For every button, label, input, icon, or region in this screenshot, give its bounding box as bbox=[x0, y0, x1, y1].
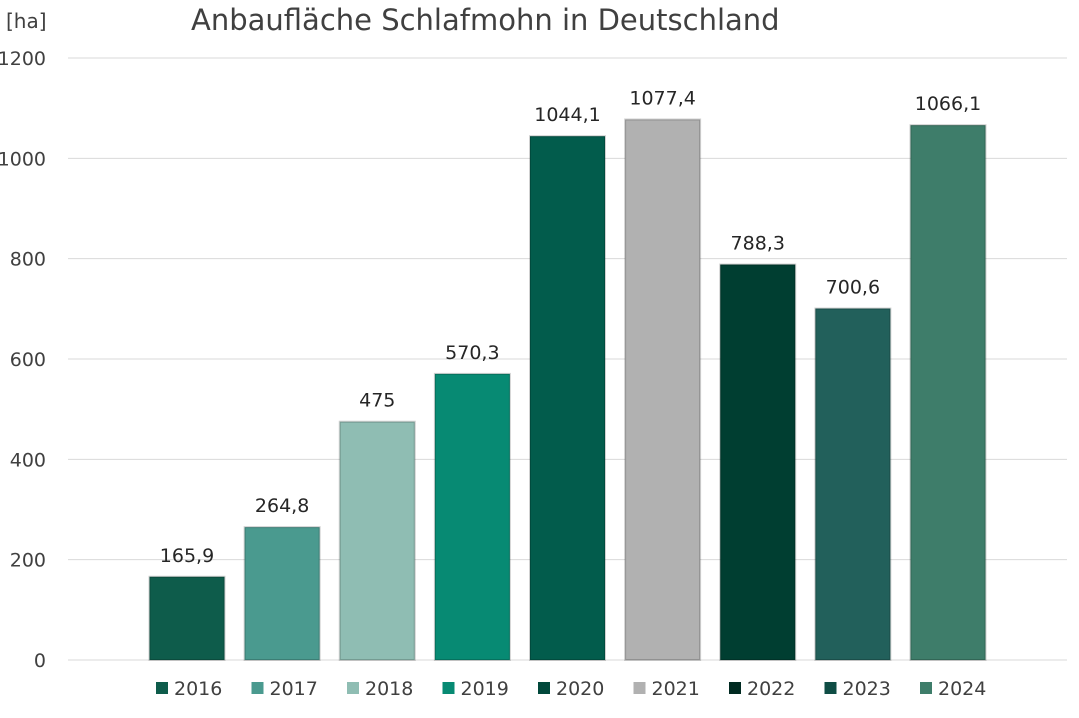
legend-swatch-2017 bbox=[251, 682, 264, 694]
chart-title: Anbaufläche Schlafmohn in Deutschland bbox=[191, 3, 780, 37]
y-tick-label: 600 bbox=[10, 349, 46, 371]
data-label-2019: 570,3 bbox=[445, 342, 499, 364]
legend-label-2021: 2021 bbox=[652, 678, 700, 700]
y-tick-label: 400 bbox=[10, 449, 46, 471]
legend-swatch-2018 bbox=[347, 682, 359, 694]
bar-2023 bbox=[815, 308, 891, 660]
bar-2021 bbox=[625, 119, 701, 660]
legend-label-2018: 2018 bbox=[365, 678, 413, 700]
y-tick-label: 1200 bbox=[0, 48, 46, 70]
bar-2016 bbox=[149, 576, 225, 660]
legend-label-2020: 2020 bbox=[556, 678, 604, 700]
y-tick-label: 800 bbox=[10, 249, 46, 271]
bar-edge-shade bbox=[529, 135, 606, 661]
bar-2017 bbox=[244, 527, 320, 660]
legend-swatch-2019 bbox=[442, 682, 455, 694]
legend-label-2017: 2017 bbox=[270, 678, 318, 700]
legend-swatch-2024 bbox=[920, 682, 932, 694]
data-label-2023: 700,6 bbox=[826, 277, 880, 299]
data-label-2020: 1044,1 bbox=[534, 104, 600, 126]
data-label-2021: 1077,4 bbox=[629, 88, 695, 110]
bar-2022 bbox=[720, 264, 796, 660]
bar-edge-shade bbox=[338, 420, 416, 662]
bar-edge-shade bbox=[624, 118, 702, 661]
bar-edge-shade bbox=[814, 307, 892, 661]
bar-edge-shade bbox=[243, 526, 321, 662]
legend-label-2024: 2024 bbox=[938, 678, 986, 700]
legend-swatch-2021 bbox=[633, 682, 646, 694]
y-axis-ticks: 0 200 400 600 800 1000 1200 bbox=[0, 48, 46, 672]
data-label-2024: 1066,1 bbox=[915, 93, 981, 115]
bar-2024 bbox=[910, 125, 986, 661]
data-label-2016: 165,9 bbox=[160, 545, 214, 567]
bar-2020 bbox=[530, 136, 605, 660]
bar-2019 bbox=[434, 373, 510, 660]
legend-label-2022: 2022 bbox=[747, 678, 795, 700]
legend-swatch-2016 bbox=[156, 682, 168, 694]
bar-edge-shade bbox=[148, 575, 226, 661]
legend-label-2019: 2019 bbox=[461, 678, 509, 700]
data-labels: 165,9 264,8 475 570,3 1044,1 1077,4 788,3 700,6… bbox=[160, 88, 981, 567]
bar-edge-shade bbox=[909, 124, 987, 662]
y-tick-label: 0 bbox=[34, 650, 46, 672]
legend-swatch-2022 bbox=[729, 682, 741, 694]
data-label-2017: 264,8 bbox=[255, 495, 309, 517]
legend-label-2016: 2016 bbox=[174, 678, 222, 700]
legend-swatch-2023 bbox=[824, 682, 837, 694]
legend-label-2023: 2023 bbox=[843, 678, 891, 700]
legend-swatch-2020 bbox=[538, 682, 550, 694]
data-label-2018: 475 bbox=[359, 390, 395, 412]
y-tick-label: 1000 bbox=[0, 148, 46, 170]
data-label-2022: 788,3 bbox=[731, 233, 785, 255]
bar-2018 bbox=[339, 421, 415, 660]
bar-edge-shade bbox=[719, 263, 797, 661]
bar-edge-shade bbox=[433, 372, 511, 661]
legend: 2016 2017 2018 2019 2020 2021 2022 2023 2024 bbox=[156, 678, 986, 700]
y-tick-label: 200 bbox=[10, 550, 46, 572]
bars bbox=[148, 118, 987, 662]
y-axis-unit-label: [ha] bbox=[6, 9, 47, 33]
